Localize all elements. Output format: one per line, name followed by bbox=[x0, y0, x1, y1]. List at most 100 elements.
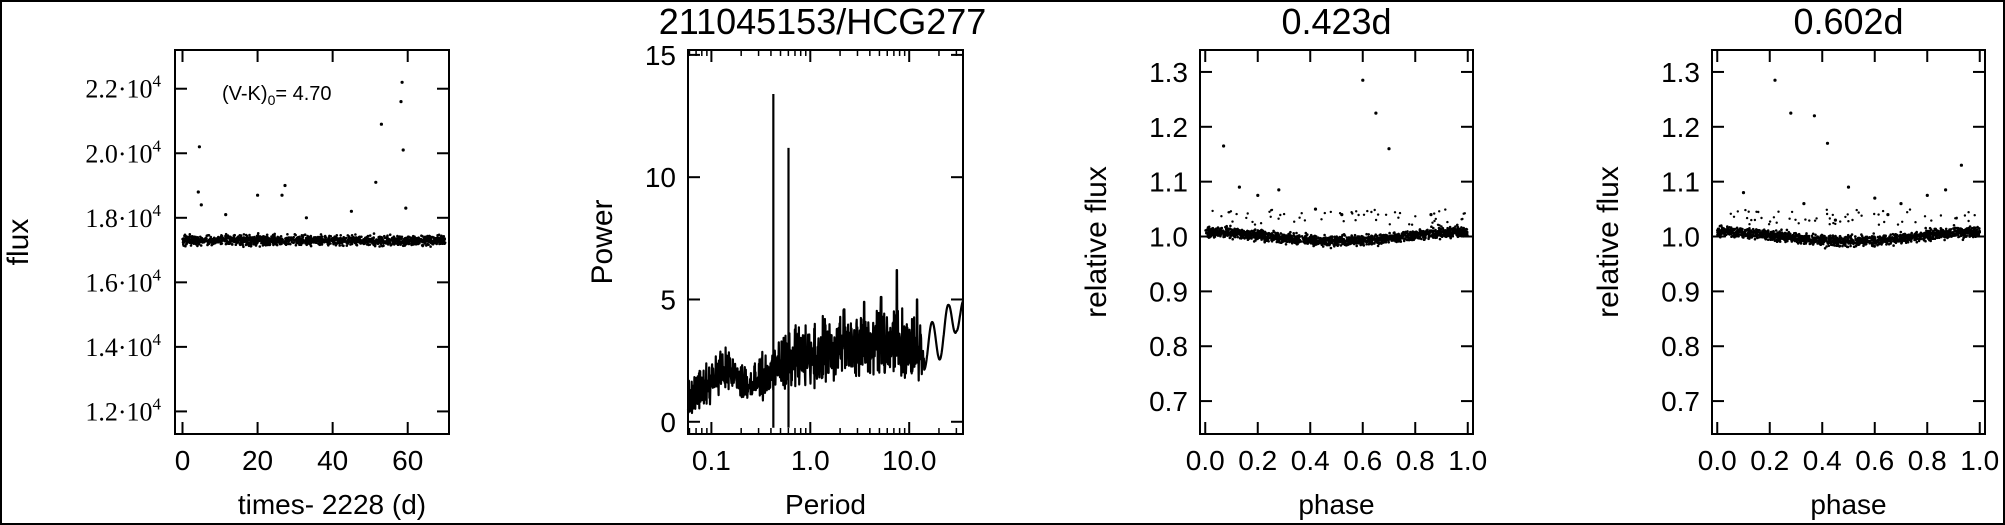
phase-423-point bbox=[1438, 232, 1441, 236]
phase-423-point bbox=[1207, 230, 1211, 233]
phase-423-point bbox=[1376, 237, 1380, 240]
lightcurve-point bbox=[258, 239, 261, 242]
phase-423-point bbox=[1446, 220, 1449, 224]
phase-602-point bbox=[1904, 241, 1908, 244]
phase-602-outlier bbox=[1846, 185, 1851, 189]
lightcurve-y-tick-exponent: 4 bbox=[153, 201, 162, 220]
phase-423-point bbox=[1361, 235, 1364, 239]
lightcurve-point bbox=[367, 243, 370, 247]
lightcurve-point bbox=[255, 242, 258, 246]
phase-423-point bbox=[1366, 209, 1369, 213]
phase-602-point bbox=[1807, 239, 1810, 243]
lightcurve-point bbox=[395, 239, 399, 242]
phase-602-point bbox=[1803, 235, 1806, 238]
lightcurve-point bbox=[232, 237, 236, 240]
phase-602-point bbox=[1760, 216, 1763, 220]
phase-602-point bbox=[1967, 211, 1970, 214]
phase-423-point bbox=[1368, 239, 1372, 242]
phase-423-point bbox=[1313, 234, 1317, 238]
phase-423-point bbox=[1370, 236, 1374, 240]
lightcurve-point bbox=[197, 242, 201, 246]
phase-602-point bbox=[1815, 217, 1818, 220]
lightcurve-point bbox=[327, 244, 330, 247]
phase-423-outlier bbox=[1374, 111, 1378, 115]
phase-602-point bbox=[1824, 239, 1828, 242]
lightcurve-point bbox=[378, 245, 381, 248]
phase-602-point bbox=[1833, 239, 1836, 242]
phase-602-outlier bbox=[1812, 114, 1816, 118]
lightcurve-y-tick-mantissa: 1.4·10 bbox=[85, 333, 152, 362]
lightcurve-point bbox=[439, 235, 443, 238]
lightcurve-point bbox=[352, 235, 355, 239]
phase-602-outlier bbox=[1925, 193, 1929, 197]
phase-602-point bbox=[1844, 240, 1847, 243]
phase-423-point bbox=[1465, 228, 1469, 231]
phase-423-point bbox=[1277, 217, 1280, 220]
phase-423-point bbox=[1231, 237, 1234, 241]
phase-602-point bbox=[1836, 241, 1839, 244]
phase-423-point bbox=[1344, 240, 1347, 244]
phase-602-point bbox=[1768, 220, 1772, 223]
lightcurve-point bbox=[284, 242, 288, 245]
phase-602-point bbox=[1896, 240, 1900, 243]
phase-423-point bbox=[1213, 233, 1216, 236]
lightcurve-point bbox=[227, 242, 230, 245]
phase-423-point bbox=[1320, 239, 1323, 242]
phase-423-point bbox=[1257, 236, 1261, 239]
lightcurve-point bbox=[338, 244, 342, 247]
phase-423-point bbox=[1304, 231, 1308, 235]
periodogram-y-tick-label: 10 bbox=[645, 162, 676, 193]
phase-602-point bbox=[1750, 218, 1753, 222]
lightcurve-point bbox=[368, 237, 372, 241]
phase-423-point bbox=[1245, 230, 1248, 234]
phase-602-point bbox=[1816, 242, 1819, 245]
phase-602-point bbox=[1862, 244, 1865, 248]
phase-423-point bbox=[1232, 235, 1236, 238]
lightcurve-point bbox=[418, 239, 422, 242]
phase-423-point bbox=[1443, 231, 1446, 234]
phase-602-point bbox=[1772, 231, 1775, 235]
lightcurve-point bbox=[298, 243, 301, 246]
lightcurve-outlier bbox=[404, 206, 408, 210]
lightcurve-point bbox=[372, 232, 376, 235]
lightcurve-point bbox=[247, 244, 251, 248]
lightcurve-point bbox=[383, 240, 387, 243]
phase-423-point bbox=[1298, 216, 1301, 219]
phase-602-point bbox=[1834, 234, 1837, 238]
phase-423-point bbox=[1342, 220, 1345, 223]
lightcurve-point bbox=[432, 236, 436, 240]
phase-423-point bbox=[1272, 229, 1275, 233]
phase-602-point bbox=[1781, 234, 1784, 238]
phase-602-point bbox=[1803, 240, 1806, 244]
phase-602-point bbox=[1752, 231, 1755, 235]
phase-602-x-tick-label: 1.0 bbox=[1960, 445, 1999, 476]
lightcurve-point bbox=[286, 233, 289, 236]
phase-423-point bbox=[1437, 228, 1441, 232]
phase-423-point bbox=[1365, 242, 1368, 246]
lightcurve-point bbox=[287, 242, 290, 246]
phase-423-point bbox=[1422, 238, 1426, 241]
phase-423-point bbox=[1293, 220, 1296, 223]
phase-423-point bbox=[1295, 231, 1298, 235]
phase-423-point bbox=[1354, 239, 1358, 242]
phase-423-point bbox=[1303, 241, 1306, 245]
phase-602-points bbox=[1716, 78, 1981, 250]
phase-423-point bbox=[1367, 233, 1370, 236]
phase-602-point bbox=[1889, 240, 1893, 244]
lightcurve-outlier bbox=[283, 183, 287, 188]
phase-423-x-tick-label: 0.0 bbox=[1186, 445, 1225, 476]
phase-423-point bbox=[1394, 240, 1397, 243]
lightcurve-point bbox=[300, 234, 304, 238]
phase-602-point bbox=[1778, 230, 1781, 233]
phase-602-point bbox=[1720, 230, 1724, 234]
phase-423-point bbox=[1266, 234, 1270, 237]
phase-602-outlier bbox=[1833, 218, 1837, 222]
phase-423-y-tick-label: 1.1 bbox=[1149, 167, 1188, 198]
phase-602-point bbox=[1827, 244, 1831, 248]
lightcurve-point bbox=[331, 240, 335, 243]
phase-423-point bbox=[1261, 229, 1265, 233]
phase-423-point bbox=[1396, 235, 1400, 239]
phase-602-point bbox=[1882, 234, 1885, 238]
phase-423-point bbox=[1418, 229, 1422, 232]
